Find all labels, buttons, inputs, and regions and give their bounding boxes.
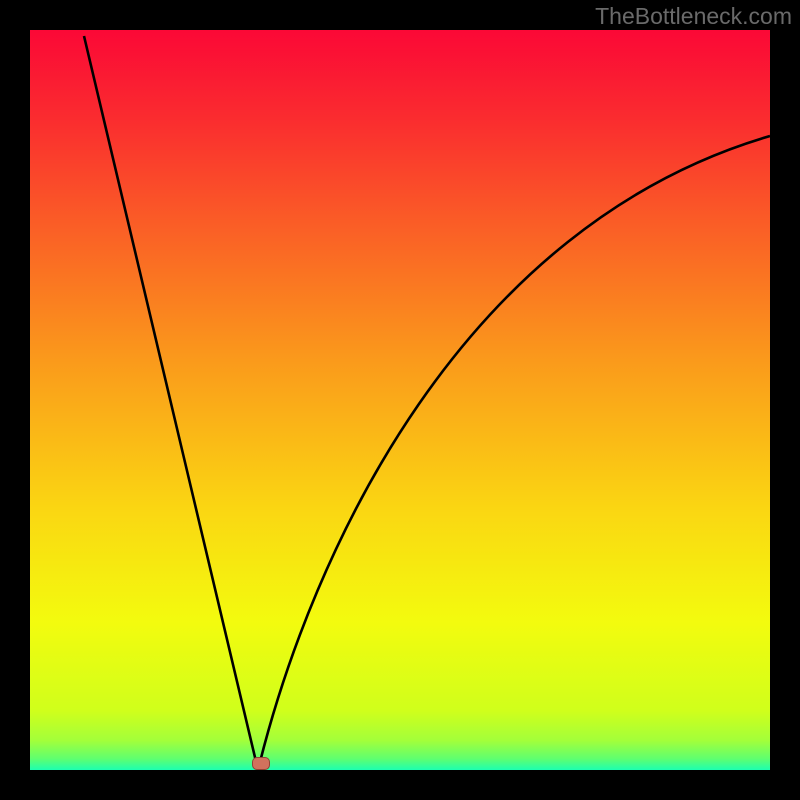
plot-frame	[0, 0, 800, 800]
chart-stage: TheBottleneck.com	[0, 0, 800, 800]
watermark-text: TheBottleneck.com	[595, 3, 792, 30]
